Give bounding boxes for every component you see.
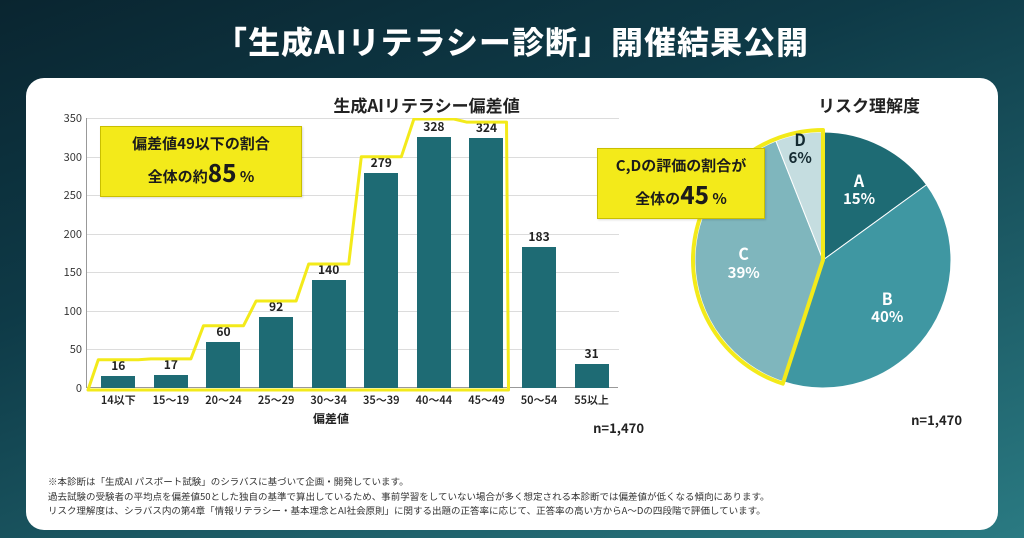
bar-xlabels: 14以下15～1920～2425～2930～3435～3940～4445～495…	[92, 392, 618, 408]
pie-callout: C,Dの評価の割合が 全体の45 %	[597, 148, 765, 219]
pie-callout-prefix: 全体の	[635, 188, 680, 209]
bar-cell: 183	[513, 118, 566, 388]
bar-value-label: 328	[423, 118, 444, 135]
pie-chart-panel: リスク理解度 C,Dの評価の割合が 全体の45 % A15%B40%C39%D6…	[629, 90, 980, 472]
pie-chart-title: リスク理解度	[629, 92, 980, 117]
footnote-line: リスク理解度は、シラバス内の第4章「情報リテラシー・基本理念とAI社会原則」に関…	[48, 503, 976, 518]
pie-callout-number: 45	[680, 176, 709, 211]
bar	[206, 342, 240, 388]
footnotes: ※本診断は「生成AI パスポート試験」のシラバスに基づいて企画・開発しています。…	[44, 474, 980, 518]
y-tick-label: 250	[64, 187, 82, 203]
bar-value-label: 279	[371, 154, 392, 171]
bar	[101, 376, 135, 388]
bar-callout-line1: 偏差値49以下の割合	[113, 133, 289, 155]
x-tick-label: 20～24	[197, 392, 250, 408]
bar-callout-prefix: 全体の約	[148, 166, 208, 187]
bar	[417, 137, 451, 388]
content-card: 生成AIリテラシー偏差値 偏差値49以下の割合 全体の約85 % 0 50 100 1…	[26, 78, 998, 530]
bar-value-label: 31	[585, 345, 599, 362]
bar	[312, 280, 346, 388]
bar-value-label: 17	[164, 356, 178, 373]
pie-n-label: n=1,470	[911, 410, 962, 429]
x-tick-label: 25～29	[250, 392, 303, 408]
pie-callout-line2: 全体の45 %	[610, 177, 752, 212]
y-tick-label: 200	[64, 226, 82, 242]
bar-cell: 324	[460, 118, 513, 388]
bar-callout-number: 85	[208, 154, 237, 189]
bar-value-label: 92	[269, 298, 283, 315]
x-tick-label: 35～39	[355, 392, 408, 408]
bar	[364, 173, 398, 388]
bar	[154, 375, 188, 388]
bar	[575, 364, 609, 388]
bar-value-label: 140	[318, 261, 339, 278]
x-tick-label: 30～34	[302, 392, 355, 408]
bar-callout-suffix: %	[236, 166, 254, 187]
bar-cell: 279	[355, 118, 408, 388]
bar-callout: 偏差値49以下の割合 全体の約85 %	[100, 126, 302, 197]
bar-value-label: 60	[216, 323, 230, 340]
x-tick-label: 14以下	[92, 392, 145, 408]
pie-callout-suffix: %	[709, 188, 727, 209]
y-tick-label: 50	[70, 341, 82, 357]
x-tick-label: 15～19	[145, 392, 198, 408]
page: 「生成AIリテラシー診断」開催結果公開 生成AIリテラシー偏差値 偏差値49以下…	[0, 0, 1024, 538]
y-tick-label: 350	[64, 110, 82, 126]
footnote-line: ※本診断は「生成AI パスポート試験」のシラバスに基づいて企画・開発しています。	[48, 474, 976, 489]
page-headline: 「生成AIリテラシー診断」開催結果公開	[26, 18, 998, 64]
y-tick-label: 100	[64, 303, 82, 319]
bar-chart-panel: 生成AIリテラシー偏差値 偏差値49以下の割合 全体の約85 % 0 50 100 1…	[44, 90, 629, 472]
bar-xaxis-title: 偏差値	[44, 410, 618, 427]
y-tick-label: 300	[64, 149, 82, 165]
pie-callout-line1: C,Dの評価の割合が	[610, 155, 752, 177]
x-tick-label: 50～54	[513, 392, 566, 408]
x-tick-label: 40～44	[408, 392, 461, 408]
bar-value-label: 324	[476, 119, 497, 136]
y-tick-label: 150	[64, 264, 82, 280]
bar	[469, 138, 503, 388]
footnote-line: 過去試験の受験者の平均点を偏差値50とした独自の基準で算出しているため、事前学習…	[48, 489, 976, 504]
x-tick-label: 55以上	[565, 392, 618, 408]
charts-row: 生成AIリテラシー偏差値 偏差値49以下の割合 全体の約85 % 0 50 100 1…	[44, 90, 980, 472]
bar	[259, 317, 293, 388]
bar	[522, 247, 556, 388]
bar-cell: 328	[408, 118, 461, 388]
bar-cell: 140	[302, 118, 355, 388]
bar-callout-line2: 全体の約85 %	[113, 155, 289, 190]
bar-value-label: 16	[111, 357, 125, 374]
y-tick-label: 0	[76, 380, 82, 396]
x-tick-label: 45～49	[460, 392, 513, 408]
bar-value-label: 183	[528, 228, 549, 245]
bar-chart-title: 生成AIリテラシー偏差値	[224, 92, 629, 117]
